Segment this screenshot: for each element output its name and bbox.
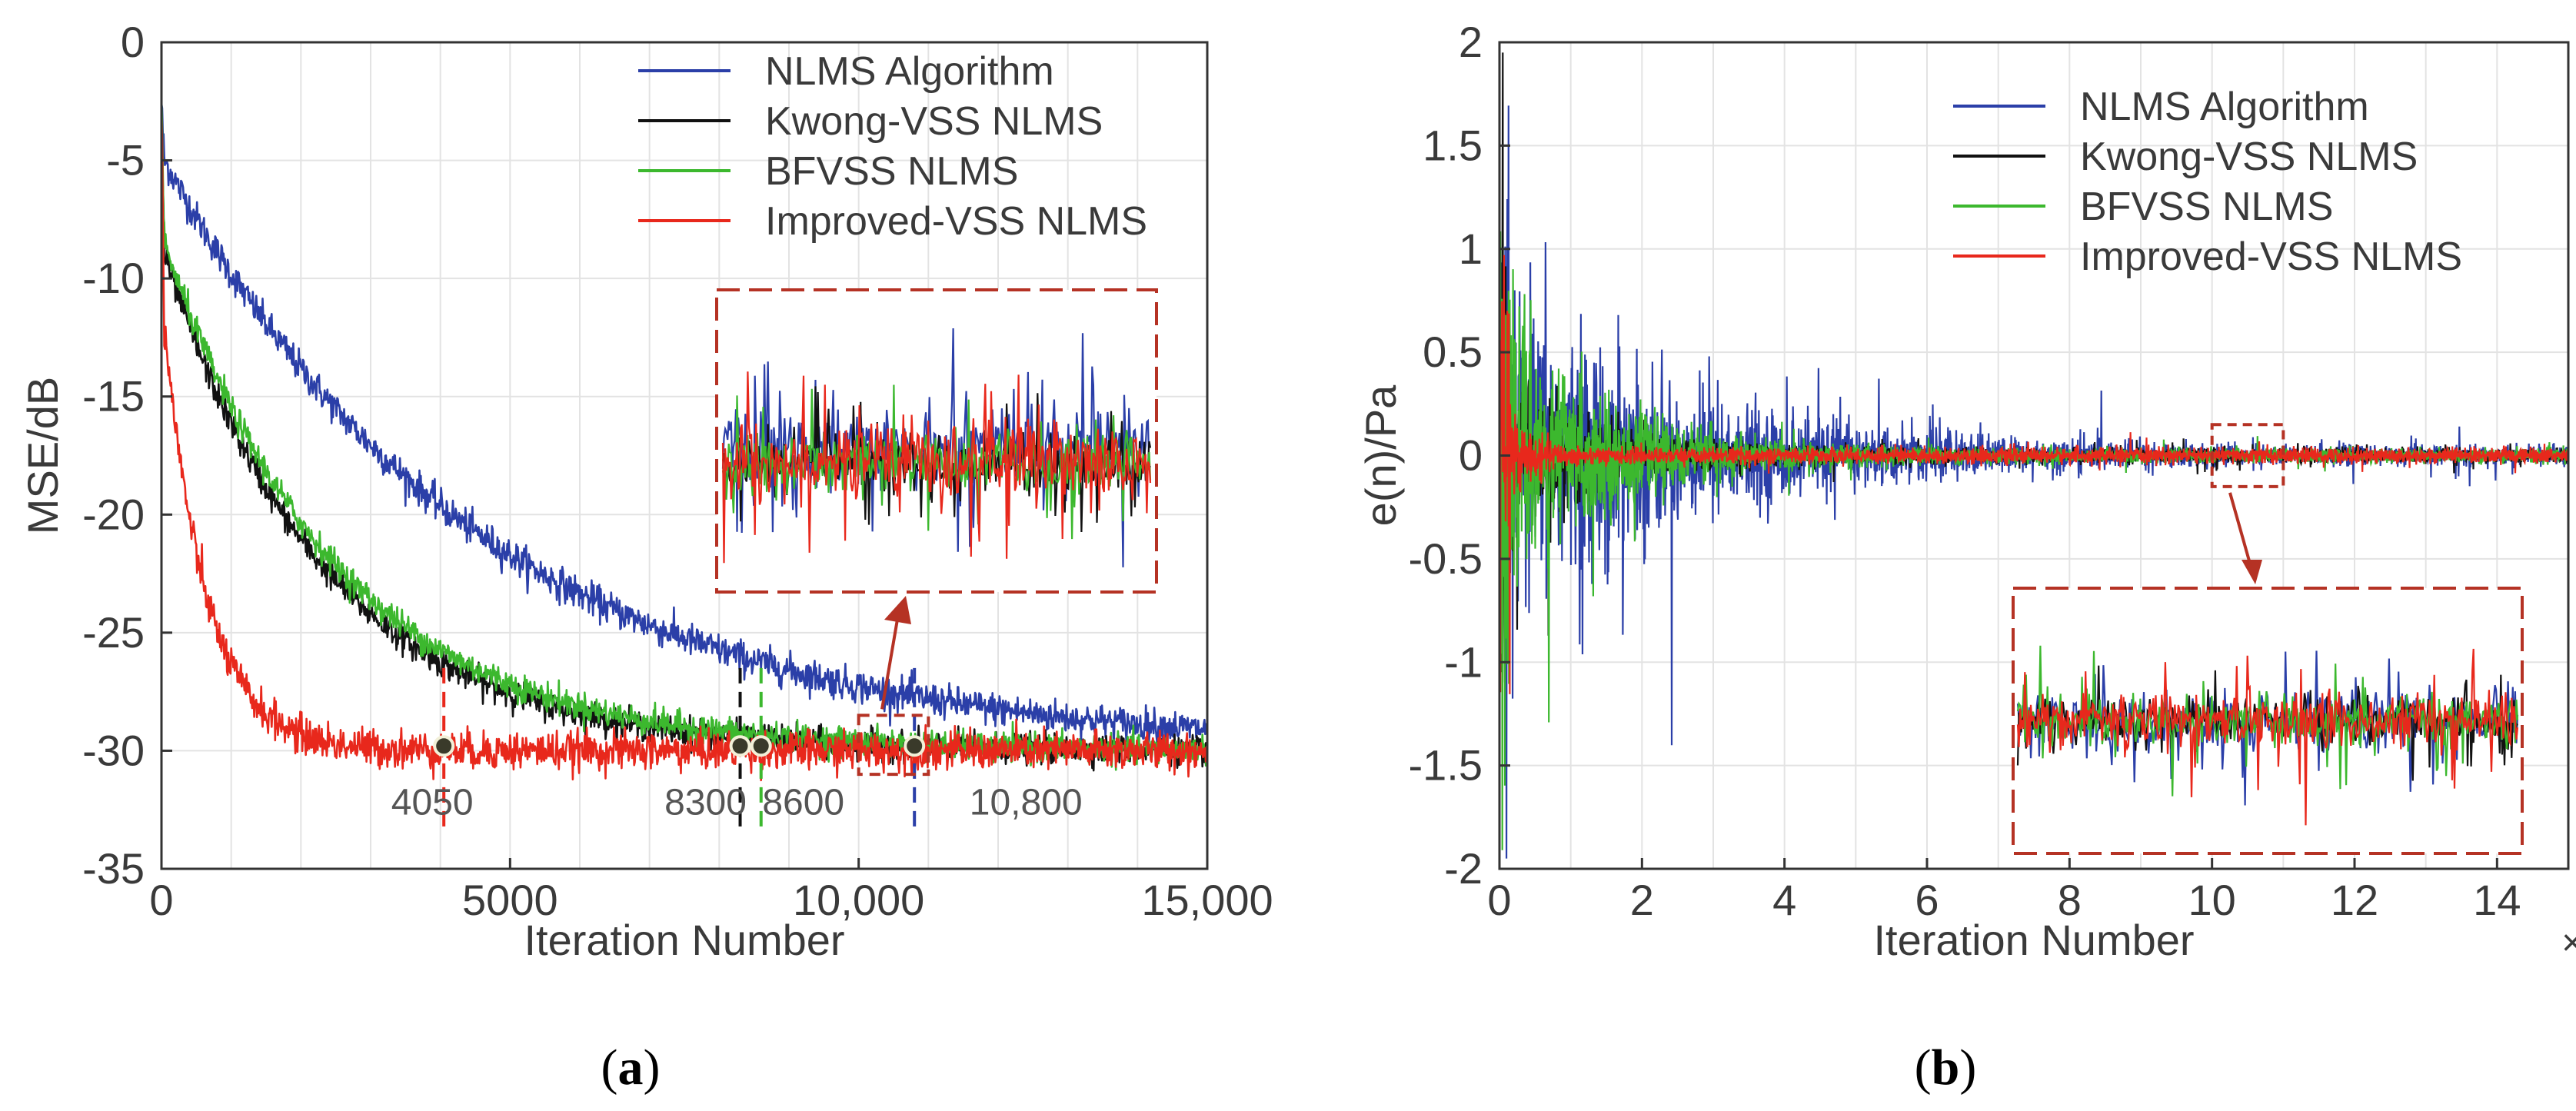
zoom-arrow-head-b [2242, 560, 2262, 584]
legend-label-nlms-algorithm: NLMS Algorithm [2080, 85, 2369, 129]
y-tick-label: -1 [1444, 637, 1483, 686]
inset-b-line-improved-vss-nlms [2016, 648, 2519, 826]
x-tick-label: 14 [2473, 876, 2521, 924]
caption-a: (a) [601, 1039, 661, 1096]
caption-b-letter: b [1932, 1039, 1960, 1096]
legend-label-bfvss-nlms: BFVSS NLMS [765, 149, 1018, 194]
legend-a: NLMS Algorithm Kwong-VSS NLMS BFVSS NLMS Im… [638, 49, 1147, 244]
x-tick-label: 0 [1487, 876, 1511, 924]
inset-a-line-improved-vss-nlms [721, 371, 1152, 564]
x-axis-label: Iteration Number [1873, 916, 2194, 964]
x-tick-label: 5000 [462, 876, 558, 924]
series-line-nlms-algorithm [161, 103, 1207, 749]
y-tick-label: 1 [1459, 225, 1483, 273]
zoom-region-box [857, 714, 930, 777]
legend-b: NLMS Algorithm Kwong-VSS NLMS BFVSS NLMS Im… [1953, 85, 2462, 279]
x-tick-label: 8 [2058, 876, 2082, 924]
y-tick-label: 1.5 [1423, 121, 1483, 169]
marker-dot-10,800 [904, 735, 926, 757]
y-axis-label: MSE/dB [18, 377, 67, 534]
marker-dot-8600 [750, 735, 772, 757]
y-tick-label: 0.5 [1423, 328, 1483, 376]
x-tick-label: 10,000 [793, 876, 924, 924]
inset-a-frame [715, 288, 1158, 594]
x-tick-label: 4 [1772, 876, 1796, 924]
y-tick-label: -15 [82, 372, 145, 421]
y-tick-label: -1.5 [1409, 741, 1483, 790]
y-axis-label: e(n)/Pa [1356, 384, 1405, 526]
y-tick-label: 0 [121, 18, 145, 66]
y-tick-label: -30 [82, 726, 145, 774]
x-tick-label: 2 [1630, 876, 1654, 924]
x-tick-label: 15,000 [1141, 876, 1273, 924]
zoom-arrow-head [884, 596, 911, 624]
curves-b [1499, 52, 2568, 859]
curves-a [161, 96, 1207, 782]
marker-label-10,800: 10,800 [970, 782, 1083, 823]
series-line-improved-vss-nlms [161, 111, 1207, 782]
y-tick-label: -5 [106, 136, 145, 185]
y-tick-label: -20 [82, 490, 145, 538]
caption-a-letter: a [618, 1039, 644, 1096]
y-tick-label: -2 [1444, 844, 1483, 893]
panel-a: 4050 8300 8600 10,800 0 5000 10,000 15,000 0 -5 -1… [18, 18, 1273, 964]
legend-label-improved-vss-nlms: Improved-VSS NLMS [2080, 235, 2462, 279]
legend-label-kwong-vss-nlms: Kwong-VSS NLMS [765, 99, 1103, 144]
inset-a-line-nlms-algorithm [721, 328, 1152, 567]
zoom-region-box-b [2210, 423, 2285, 488]
inset-a-curves [721, 328, 1152, 567]
x-tick-label: 0 [149, 876, 173, 924]
y-tick-label: -0.5 [1409, 534, 1483, 583]
marker-label-4050: 4050 [391, 782, 474, 823]
marker-label-8600: 8600 [762, 782, 844, 823]
x-tick-label: 10 [2188, 876, 2236, 924]
y-tick-label: -35 [82, 844, 145, 893]
y-tick-label: 0 [1459, 431, 1483, 480]
legend-label-bfvss-nlms: BFVSS NLMS [2080, 185, 2333, 229]
marker-dot-8300 [729, 735, 751, 757]
legend-label-nlms-algorithm: NLMS Algorithm [765, 49, 1054, 94]
zoom-arrow-line [880, 614, 900, 710]
series-line-b-improved-vss-nlms [1499, 254, 2568, 694]
x-tick-label: 12 [2331, 876, 2378, 924]
caption-b: (b) [1915, 1039, 1977, 1096]
legend-label-kwong-vss-nlms: Kwong-VSS NLMS [2080, 135, 2418, 179]
x-axis-label: Iteration Number [524, 916, 844, 964]
zoom-arrow-line-b [2228, 492, 2253, 570]
x-scale-note: ×10³ [2561, 923, 2576, 963]
x-tick-label: 6 [1915, 876, 1939, 924]
panel-b: 0 2 4 6 8 10 12 14 2 1.5 1 0.5 0 -0.5 -1 -1.5 -2 Iteratio… [1356, 18, 2576, 964]
inset-b-curves [2016, 645, 2519, 826]
inset-a-line-bfvss-nlms [721, 384, 1152, 540]
y-tick-label: 2 [1459, 18, 1483, 66]
marker-dot-4050 [433, 735, 455, 757]
legend-label-improved-vss-nlms: Improved-VSS NLMS [765, 199, 1147, 244]
y-tick-label: -25 [82, 608, 145, 657]
y-tick-label: -10 [82, 254, 145, 302]
plot-frame [160, 41, 1209, 870]
marker-label-8300: 8300 [664, 782, 747, 823]
